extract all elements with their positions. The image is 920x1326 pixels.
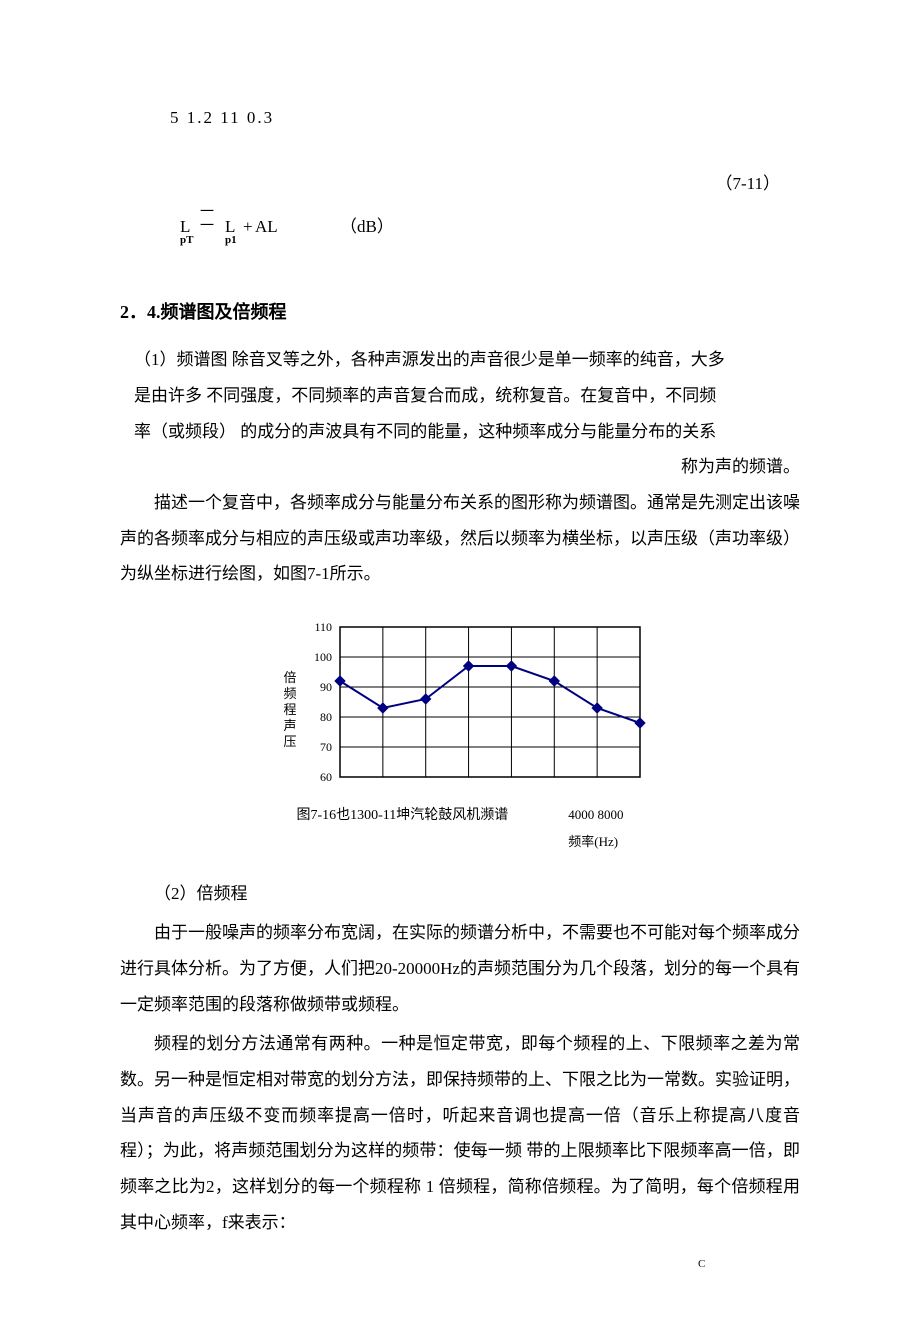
equation-number: （7-11） [120, 166, 780, 202]
chart-svg: 60 70 80 90 100 110 倍频程声压 [260, 617, 660, 797]
svg-text:100: 100 [314, 650, 332, 664]
section-title: 2．4.频谱图及倍频程 [120, 294, 800, 332]
p1-line3: 率（或频段） 的成分的声波具有不同的能量，这种频率成分与能量分布的关系 [134, 414, 800, 450]
eq-plus: + [243, 209, 253, 245]
equation-block: （7-11） L pT 一 一 L p1 + AL （dB） [120, 166, 800, 255]
chart-xlabels-right: 4000 8000 [568, 801, 623, 828]
eq-dB: （dB） [340, 209, 394, 245]
equation-line: L pT 一 一 L p1 + AL （dB） [180, 209, 800, 254]
eq-equal-symbol: 一 一 [200, 206, 214, 234]
eq-sub-p1: p1 [225, 229, 237, 252]
svg-text:80: 80 [320, 710, 332, 724]
svg-text:频: 频 [283, 686, 296, 701]
paragraph-5: 频程的划分方法通常有两种。一种是恒定带宽，即每个频程的上、下限频率之差为常数。另… [120, 1026, 800, 1262]
paragraph-1: （1）频谱图 除音叉等之外，各种声源发出的声音很少是单一频率的纯音，大多 是由许… [134, 342, 800, 485]
svg-text:程: 程 [283, 702, 296, 717]
svg-text:70: 70 [320, 740, 332, 754]
chart-xlabel: 频率(Hz) [568, 828, 623, 855]
p5-body: 频程的划分方法通常有两种。一种是恒定带宽，即每个频程的上、下限频率之差为常数。另… [120, 1034, 800, 1231]
p1-line1: （1）频谱图 除音叉等之外，各种声源发出的声音很少是单一频率的纯音，大多 [134, 342, 800, 378]
paragraph-2: 描述一个复音中，各频率成分与能量分布关系的图形称为频谱图。通常是先测定出该噪声的… [120, 485, 800, 592]
chart-caption-main: 图7-16也1300-11坤汽轮鼓风机濒谱 [296, 801, 508, 856]
svg-text:声: 声 [283, 718, 296, 733]
svg-text:倍: 倍 [283, 670, 296, 685]
spectrum-chart: 60 70 80 90 100 110 倍频程声压 图7-16也1300-11坤汽轮鼓风机濒… [260, 617, 660, 856]
chart-caption-row: 图7-16也1300-11坤汽轮鼓风机濒谱 4000 8000 频率(Hz) [260, 801, 660, 856]
p5-rest: 来表示： [228, 1213, 296, 1232]
svg-text:压: 压 [283, 734, 296, 749]
top-number-line: 5 1.2 11 0.3 [170, 100, 800, 136]
p1-line2: 是由许多 不同强度，不同频率的声音复合而成，统称复音。在复音中，不同频 [134, 378, 800, 414]
eq-AL: AL [255, 209, 278, 245]
p1-line4: 称为声的频谱。 [134, 449, 800, 485]
paragraph-4: 由于一般噪声的频率分布宽阔，在实际的频谱分析中，不需要也不可能对每个频率成分进行… [120, 915, 800, 1022]
chart-caption-right: 4000 8000 频率(Hz) [568, 801, 623, 856]
svg-text:110: 110 [314, 620, 332, 634]
paragraph-3-title: （2）倍频程 [120, 876, 800, 912]
p5-sub-c: C [698, 1258, 705, 1270]
svg-text:60: 60 [320, 770, 332, 784]
svg-text:90: 90 [320, 680, 332, 694]
eq-sub-pT: pT [180, 229, 193, 252]
